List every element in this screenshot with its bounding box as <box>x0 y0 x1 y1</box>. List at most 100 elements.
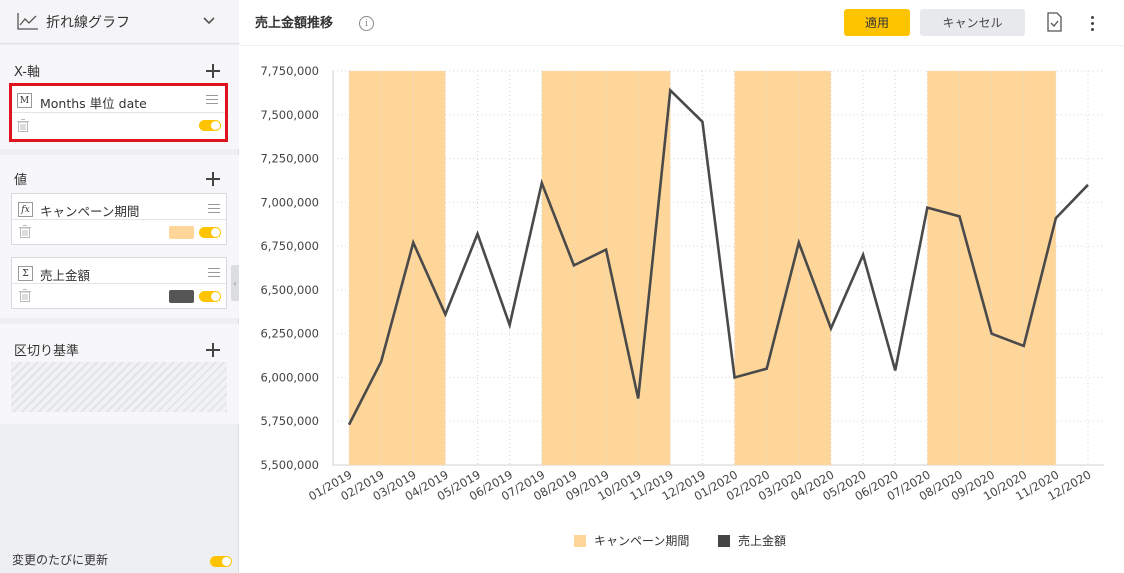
campaign-band[interactable] <box>573 71 607 465</box>
y-tick-label: 7,500,000 <box>260 108 319 122</box>
drag-handle-icon[interactable] <box>208 266 220 278</box>
sales-data-point[interactable] <box>571 262 577 268</box>
x-axis-visibility-toggle[interactable] <box>199 120 221 131</box>
value-field-card-campaign[interactable]: fx キャンペーン期間 <box>11 193 227 245</box>
field-panel: 折れ線グラフ X-軸 M Months 単位 date <box>0 0 239 573</box>
x-axis-title: X-軸 <box>14 65 40 80</box>
sales-data-point[interactable] <box>442 311 448 317</box>
breakout-title: 区切り基準 <box>14 344 80 359</box>
campaign-band[interactable] <box>413 71 446 465</box>
formula-icon: fx <box>18 202 33 217</box>
sales-data-point[interactable] <box>1021 343 1027 349</box>
sales-data-point[interactable] <box>828 325 834 331</box>
trash-icon[interactable] <box>19 289 31 302</box>
sales-series-line[interactable] <box>347 87 1089 426</box>
y-tick-label: 7,750,000 <box>260 64 319 78</box>
sales-data-point[interactable] <box>956 213 962 219</box>
campaign-band[interactable] <box>606 71 639 465</box>
card-divider <box>12 112 225 113</box>
sales-data-point[interactable] <box>475 231 481 237</box>
series-visibility-toggle[interactable] <box>199 227 221 238</box>
values-title: 値 <box>14 173 28 188</box>
campaign-band[interactable] <box>541 71 574 465</box>
editor-toolbar: 売上金額推移 i 適用 キャンセル <box>240 0 1124 46</box>
line-chart-icon <box>17 13 38 30</box>
sales-data-point[interactable] <box>860 252 866 258</box>
y-tick-label: 6,750,000 <box>260 239 319 253</box>
cancel-button[interactable]: キャンセル <box>920 9 1025 36</box>
campaign-band[interactable] <box>927 71 960 465</box>
sales-data-point[interactable] <box>410 240 416 246</box>
campaign-band[interactable] <box>991 71 1024 465</box>
month-badge-icon: M <box>17 93 32 108</box>
sales-data-point[interactable] <box>346 422 352 428</box>
sales-data-point[interactable] <box>796 240 802 246</box>
series-color-swatch[interactable] <box>169 226 194 239</box>
legend-swatch <box>718 534 730 547</box>
sales-data-point[interactable] <box>732 374 738 380</box>
legend-label: 売上金額 <box>738 534 787 548</box>
drag-handle-icon[interactable] <box>208 202 220 214</box>
export-icon[interactable] <box>1046 12 1063 32</box>
trash-icon[interactable] <box>17 119 29 132</box>
trash-icon[interactable] <box>19 225 31 238</box>
sales-data-point[interactable] <box>603 247 609 253</box>
chart-type-dropdown[interactable]: 折れ線グラフ <box>0 0 239 44</box>
auto-update-toggle[interactable] <box>210 556 232 567</box>
value-field-card-sales[interactable]: Σ 売上金額 <box>11 257 227 309</box>
legend-label: キャンペーン期間 <box>594 534 690 548</box>
sales-data-point[interactable] <box>764 366 770 372</box>
page-title[interactable]: 売上金額推移 <box>255 16 334 31</box>
sales-data-point[interactable] <box>1053 215 1059 221</box>
sales-data-point[interactable] <box>635 395 641 401</box>
campaign-band[interactable] <box>1023 71 1056 465</box>
value-field-label: キャンペーン期間 <box>40 204 140 219</box>
add-value-field-plus-icon[interactable] <box>205 171 221 187</box>
values-section: 値 fx キャンペーン期間 Σ 売上金額 <box>0 155 239 318</box>
info-icon[interactable]: i <box>359 16 374 31</box>
card-divider <box>12 219 226 220</box>
y-tick-label: 5,750,000 <box>260 414 319 428</box>
x-axis-section: X-軸 M Months 単位 date <box>0 45 239 149</box>
sales-data-point[interactable] <box>539 180 545 186</box>
chart-type-label: 折れ線グラフ <box>46 15 130 31</box>
series-visibility-toggle[interactable] <box>199 291 221 302</box>
sales-data-point[interactable] <box>667 87 673 93</box>
campaign-band[interactable] <box>349 71 382 465</box>
auto-update-label: 変更のたびに更新 <box>12 553 109 567</box>
campaign-band[interactable] <box>734 71 767 465</box>
campaign-band[interactable] <box>766 71 799 465</box>
breakout-drop-zone[interactable] <box>11 362 227 412</box>
drag-handle-icon[interactable] <box>206 93 218 105</box>
sales-data-point[interactable] <box>699 119 705 125</box>
y-tick-label: 5,500,000 <box>260 458 319 472</box>
sum-icon: Σ <box>18 266 33 281</box>
add-x-axis-field-plus-icon[interactable] <box>205 63 221 79</box>
y-tick-label: 6,250,000 <box>260 327 319 341</box>
legend-item-campaign[interactable]: キャンペーン期間 <box>574 532 689 549</box>
chevron-down-icon <box>203 17 215 25</box>
y-tick-label: 6,500,000 <box>260 283 319 297</box>
more-options-icon[interactable] <box>1085 13 1101 33</box>
series-color-swatch[interactable] <box>169 290 194 303</box>
campaign-band[interactable] <box>798 71 831 465</box>
sales-data-point[interactable] <box>1085 182 1091 188</box>
add-breakout-field-plus-icon[interactable] <box>205 342 221 358</box>
chart-area: 5,500,000 5,750,000 6,000,000 6,250,000 6,50… <box>240 47 1124 573</box>
apply-button[interactable]: 適用 <box>844 9 910 36</box>
campaign-band[interactable] <box>959 71 992 465</box>
sales-data-point[interactable] <box>507 322 513 328</box>
sales-data-point[interactable] <box>378 359 384 365</box>
campaign-band[interactable] <box>381 71 414 465</box>
collapse-panel-handle[interactable]: ‹ <box>231 265 239 301</box>
y-tick-label: 6,000,000 <box>260 370 319 384</box>
legend-item-sales[interactable]: 売上金額 <box>718 532 786 549</box>
sales-data-point[interactable] <box>924 205 930 211</box>
sales-data-point[interactable] <box>989 331 995 337</box>
value-field-label: 売上金額 <box>40 268 91 283</box>
sales-data-point[interactable] <box>892 367 898 373</box>
legend-swatch <box>574 534 586 547</box>
line-chart: 5,500,000 5,750,000 6,000,000 6,250,000 6,50… <box>260 64 1104 503</box>
x-axis-field-card[interactable]: M Months 単位 date <box>9 83 228 142</box>
